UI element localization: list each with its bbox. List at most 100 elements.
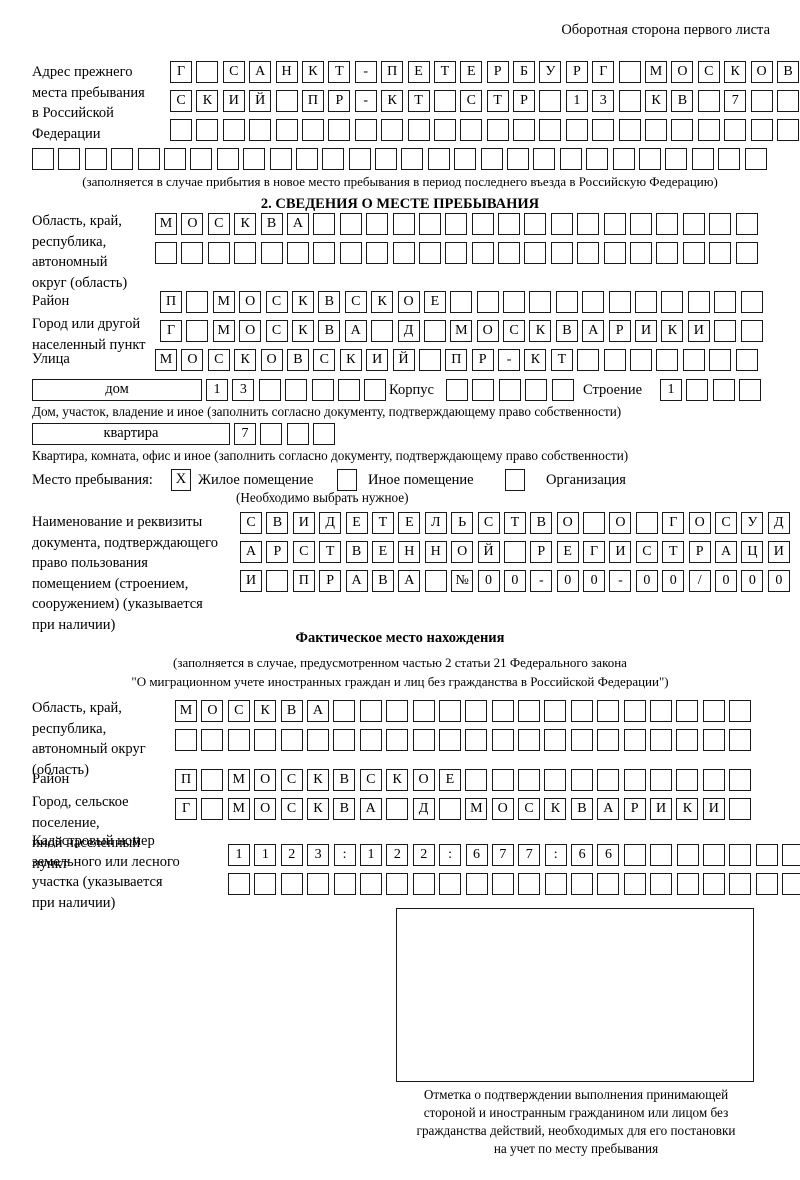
document-r1-cell-12[interactable]: В xyxy=(530,512,553,534)
section2-street-cell-16[interactable]: Т xyxy=(550,349,573,371)
prev-address-r2-cell-14[interactable]: Р xyxy=(513,90,536,112)
document-r2-cell-15[interactable]: И xyxy=(609,541,632,563)
house-cell-6[interactable] xyxy=(337,379,360,401)
section2-street-cell-19[interactable] xyxy=(630,349,653,371)
section2-city-cell-9[interactable] xyxy=(371,320,394,342)
prev-address-r4-cell-17[interactable] xyxy=(454,148,477,170)
korpus-cell-5[interactable] xyxy=(551,379,574,401)
section2-city-cell-17[interactable]: А xyxy=(582,320,605,342)
cadastral-r1-cell-7[interactable]: 2 xyxy=(386,844,409,866)
section2-street-cell-12[interactable]: П xyxy=(445,349,468,371)
prev-address-r3-cell-19[interactable] xyxy=(645,119,668,141)
actual-region-r1-cell-5[interactable]: В xyxy=(280,700,303,722)
prev-address-r2-cell-10[interactable]: Т xyxy=(407,90,430,112)
house-cell-2[interactable]: 3 xyxy=(232,379,255,401)
actual-region-r1-cell-11[interactable] xyxy=(438,700,461,722)
prev-address-r4-cell-27[interactable] xyxy=(718,148,741,170)
document-r1-cell-2[interactable]: В xyxy=(266,512,289,534)
document-r2-cell-12[interactable]: Р xyxy=(530,541,553,563)
actual-region-r1-cell-16[interactable] xyxy=(570,700,593,722)
cadastral-r1-cell-8[interactable]: 2 xyxy=(412,844,435,866)
section2-region-r2-cell-20[interactable] xyxy=(656,242,679,264)
prev-address-r1-cell-7[interactable]: Т xyxy=(328,61,351,83)
cadastral-r2-cell-18[interactable] xyxy=(676,873,699,895)
actual-region-r2-cell-1[interactable] xyxy=(175,729,197,751)
korpus-cell-1[interactable] xyxy=(446,379,468,401)
cadastral-r2-cell-6[interactable] xyxy=(359,873,382,895)
flat-cell-4[interactable] xyxy=(313,423,336,445)
prev-address-r4-cell-5[interactable] xyxy=(137,148,160,170)
actual-city-cell-2[interactable] xyxy=(201,798,224,820)
prev-address-r1-cell-5[interactable]: Н xyxy=(275,61,298,83)
section2-district-cell-19[interactable] xyxy=(635,291,658,313)
document-r2-cell-7[interactable]: Н xyxy=(398,541,421,563)
actual-region-r2-cell-12[interactable] xyxy=(465,729,488,751)
cadastral-r2-cell-7[interactable] xyxy=(386,873,409,895)
stroenie-cells[interactable]: 1 xyxy=(660,379,766,401)
section2-region-r2-cell-2[interactable] xyxy=(181,242,204,264)
document-r3-cell-15[interactable]: - xyxy=(609,570,632,592)
section2-city-cell-12[interactable]: М xyxy=(450,320,473,342)
checkbox-residential[interactable]: Х xyxy=(171,469,191,491)
document-row-3[interactable]: И П Р А В А № 0 0-0 0-0 0/0 0 0 xyxy=(240,570,794,592)
section2-region-r1-cell-17[interactable] xyxy=(577,213,600,235)
document-r1-cell-20[interactable]: У xyxy=(741,512,764,534)
actual-region-r2-cell-17[interactable] xyxy=(597,729,620,751)
section2-region-r1-cell-8[interactable] xyxy=(339,213,362,235)
flat-cell-1[interactable]: 7 xyxy=(234,423,256,445)
document-r1-cell-14[interactable] xyxy=(583,512,606,534)
prev-address-r4-cell-4[interactable] xyxy=(111,148,134,170)
actual-region-r2-cell-9[interactable] xyxy=(386,729,409,751)
document-r2-cell-19[interactable]: А xyxy=(715,541,738,563)
document-r1-cell-5[interactable]: Е xyxy=(345,512,368,534)
document-r2-cell-16[interactable]: С xyxy=(635,541,658,563)
document-r2-cell-10[interactable]: Й xyxy=(477,541,500,563)
prev-address-r2-cell-1[interactable]: С xyxy=(170,90,192,112)
prev-address-r3-cell-11[interactable] xyxy=(433,119,456,141)
cadastral-r1-cell-4[interactable]: 3 xyxy=(307,844,330,866)
actual-district-cell-14[interactable] xyxy=(518,769,541,791)
actual-city-cell-1[interactable]: Г xyxy=(175,798,197,820)
actual-city-cell-12[interactable]: М xyxy=(465,798,488,820)
section2-region-r1-cell-5[interactable]: В xyxy=(260,213,283,235)
section2-region-r1-cell-6[interactable]: А xyxy=(286,213,309,235)
actual-city-cell-6[interactable]: К xyxy=(306,798,329,820)
section2-region-r2-cell-16[interactable] xyxy=(550,242,573,264)
actual-district-cell-10[interactable]: О xyxy=(412,769,435,791)
actual-region-r1-cell-13[interactable] xyxy=(491,700,514,722)
prev-address-r3-cell-8[interactable] xyxy=(354,119,377,141)
prev-address-r4-cell-7[interactable] xyxy=(190,148,213,170)
section2-region-r1-cell-15[interactable] xyxy=(524,213,547,235)
section2-region-r1-cell-1[interactable]: М xyxy=(155,213,177,235)
actual-district-cell-20[interactable] xyxy=(676,769,699,791)
document-r2-cell-3[interactable]: С xyxy=(292,541,315,563)
actual-region-r1-cell-19[interactable] xyxy=(650,700,673,722)
section2-region-r2-cell-4[interactable] xyxy=(234,242,257,264)
section2-city-cell-21[interactable]: И xyxy=(687,320,710,342)
cadastral-r1-cell-3[interactable]: 2 xyxy=(280,844,303,866)
prev-address-r1-cell-9[interactable]: П xyxy=(381,61,404,83)
section2-street-cell-6[interactable]: В xyxy=(286,349,309,371)
cadastral-r1-cell-10[interactable]: 6 xyxy=(465,844,488,866)
actual-city-cell-10[interactable]: Д xyxy=(412,798,435,820)
section2-district-cell-2[interactable] xyxy=(186,291,209,313)
prev-address-r3-cell-24[interactable] xyxy=(776,119,799,141)
section2-region-r2-cell-11[interactable] xyxy=(418,242,441,264)
stroenie-cell-1[interactable]: 1 xyxy=(660,379,682,401)
section2-city-cell-23[interactable] xyxy=(740,320,763,342)
cadastral-r1-cell-11[interactable]: 7 xyxy=(491,844,514,866)
prev-address-r1-cell-19[interactable]: М xyxy=(645,61,668,83)
prev-address-r4-cell-21[interactable] xyxy=(559,148,582,170)
prev-address-r4-cell-3[interactable] xyxy=(84,148,107,170)
section2-street-cell-11[interactable] xyxy=(418,349,441,371)
prev-address-row-4[interactable] xyxy=(32,148,771,170)
prev-address-r2-cell-21[interactable] xyxy=(697,90,720,112)
prev-address-r1-cell-4[interactable]: А xyxy=(249,61,272,83)
section2-region-r2-cell-22[interactable] xyxy=(709,242,732,264)
section2-city-cell-1[interactable]: Г xyxy=(160,320,182,342)
stroenie-cell-2[interactable] xyxy=(686,379,709,401)
prev-address-r3-cell-4[interactable] xyxy=(249,119,272,141)
actual-region-r2-cell-3[interactable] xyxy=(227,729,250,751)
